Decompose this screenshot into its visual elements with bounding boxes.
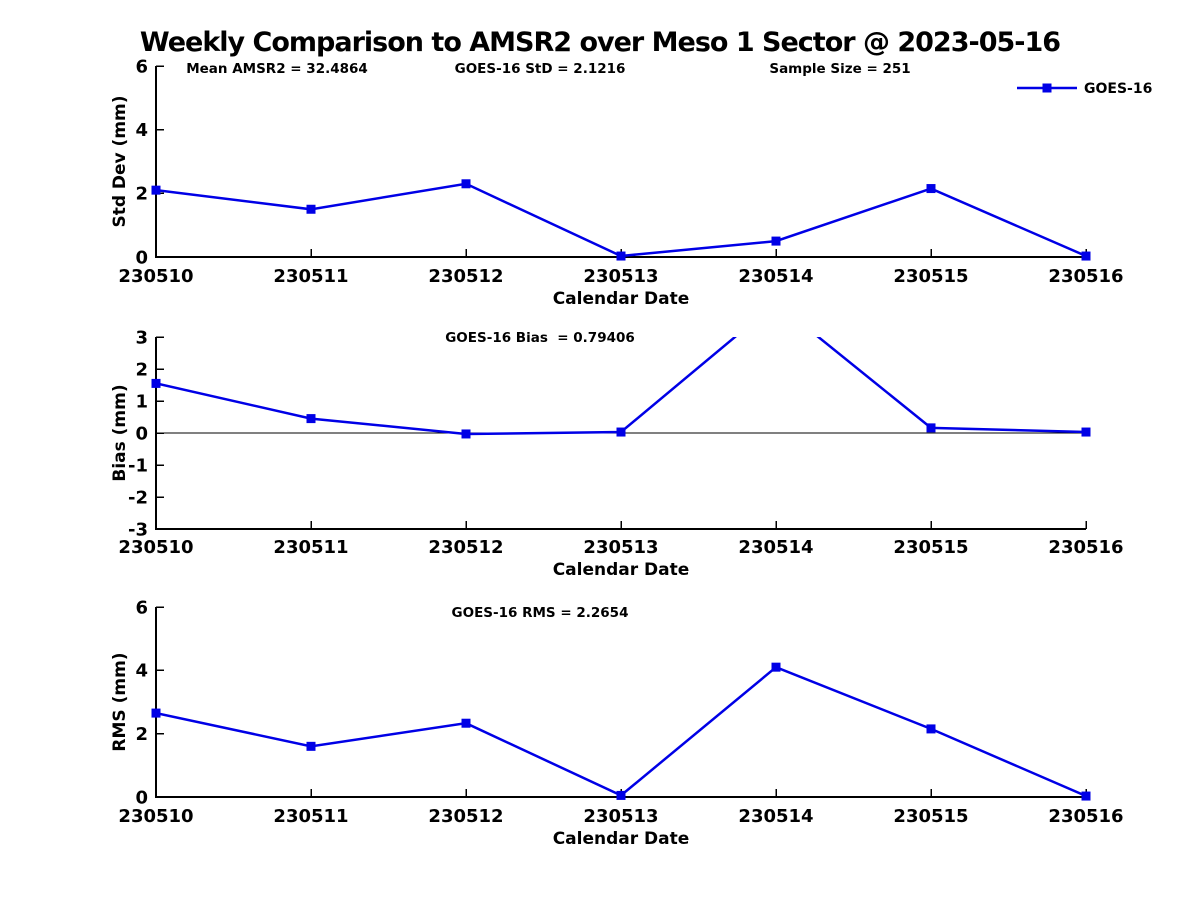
axis-title-x: Calendar Date bbox=[553, 560, 690, 580]
data-point-marker bbox=[1081, 427, 1091, 437]
y-tick-label: -1 bbox=[128, 455, 148, 476]
legend-marker-icon bbox=[1042, 83, 1052, 93]
axes-spines bbox=[155, 607, 1086, 798]
axis-title-y: Std Dev (mm) bbox=[110, 95, 130, 227]
data-point-marker bbox=[151, 185, 161, 195]
data-point-marker bbox=[151, 708, 161, 718]
axis-title-y: Bias (mm) bbox=[110, 384, 130, 481]
axis-title-x: Calendar Date bbox=[553, 289, 690, 309]
annotation: GOES-16 StD = 2.1216 bbox=[455, 61, 626, 77]
axis-title-x: Calendar Date bbox=[553, 829, 690, 849]
x-tick-label: 230513 bbox=[583, 266, 658, 287]
x-tick-label: 230514 bbox=[738, 806, 813, 827]
y-tick-label: -2 bbox=[128, 487, 148, 508]
x-tick-label: 230513 bbox=[583, 806, 658, 827]
y-tick-label: 2 bbox=[135, 184, 148, 205]
x-tick-label: 230516 bbox=[1048, 266, 1123, 287]
x-tick-label: 230515 bbox=[893, 537, 968, 558]
x-tick-label: 230511 bbox=[273, 266, 348, 287]
x-tick-label: 230511 bbox=[273, 806, 348, 827]
x-tick-label: 230512 bbox=[428, 537, 503, 558]
figure-title: Weekly Comparison to AMSR2 over Meso 1 S… bbox=[139, 27, 1061, 58]
y-tick-label: 6 bbox=[135, 597, 148, 618]
x-tick-label: 230514 bbox=[738, 537, 813, 558]
series-line bbox=[156, 182, 1086, 257]
annotation: GOES-16 Bias = 0.79406 bbox=[445, 330, 635, 346]
y-tick-label: 0 bbox=[135, 423, 148, 444]
data-point-marker bbox=[616, 251, 626, 261]
data-point-marker bbox=[306, 204, 316, 214]
y-tick-label: -3 bbox=[128, 519, 148, 540]
x-tick-label: 230516 bbox=[1048, 806, 1123, 827]
data-point-marker bbox=[1081, 251, 1091, 261]
axes-spines bbox=[155, 66, 1086, 258]
x-tick-label: 230514 bbox=[738, 266, 813, 287]
x-tick-label: 230516 bbox=[1048, 537, 1123, 558]
data-point-marker bbox=[306, 741, 316, 751]
annotation: GOES-16 RMS = 2.2654 bbox=[452, 605, 629, 621]
chart-rms: 230510 230511 230512 230513 230514 230515 2305… bbox=[110, 597, 1124, 849]
chart-bias: 230510 230511 230512 230513 230514 230515 2305… bbox=[110, 327, 1124, 580]
legend: GOES-16 bbox=[1017, 81, 1152, 97]
data-point-marker bbox=[771, 236, 781, 246]
x-tick-label: 230512 bbox=[428, 806, 503, 827]
data-point-marker bbox=[926, 724, 936, 734]
data-point-marker bbox=[771, 662, 781, 672]
axis-title-y: RMS (mm) bbox=[110, 652, 130, 751]
y-tick-label: 1 bbox=[135, 391, 148, 412]
x-tick-label: 230511 bbox=[273, 537, 348, 558]
series-line bbox=[156, 337, 1086, 436]
y-tick-label: 3 bbox=[135, 327, 148, 348]
x-tick-label: 230510 bbox=[118, 537, 193, 558]
y-tick-label: 0 bbox=[135, 247, 148, 268]
data-point-marker bbox=[616, 427, 626, 437]
x-tick-label: 230512 bbox=[428, 266, 503, 287]
y-tick-label: 2 bbox=[135, 359, 148, 380]
data-point-marker bbox=[461, 718, 471, 728]
data-point-marker bbox=[461, 179, 471, 189]
data-point-marker bbox=[616, 790, 626, 800]
x-tick-label: 230513 bbox=[583, 537, 658, 558]
y-tick-label: 4 bbox=[135, 661, 148, 682]
data-point-marker bbox=[926, 184, 936, 194]
series-line bbox=[156, 665, 1086, 797]
y-tick-label: 2 bbox=[135, 724, 148, 745]
annotation: Sample Size = 251 bbox=[769, 61, 910, 77]
x-tick-label: 230515 bbox=[893, 806, 968, 827]
x-tick-label: 230510 bbox=[118, 806, 193, 827]
y-tick-label: 6 bbox=[135, 56, 148, 77]
x-tick-label: 230510 bbox=[118, 266, 193, 287]
legend-label: GOES-16 bbox=[1084, 81, 1152, 97]
data-point-marker bbox=[306, 414, 316, 424]
y-tick-label: 4 bbox=[135, 120, 148, 141]
data-point-marker bbox=[1081, 791, 1091, 801]
x-tick-label: 230515 bbox=[893, 266, 968, 287]
data-point-marker bbox=[926, 423, 936, 433]
data-point-marker bbox=[151, 378, 161, 388]
data-point-marker bbox=[461, 429, 471, 439]
y-tick-label: 0 bbox=[135, 787, 148, 808]
annotation: Mean AMSR2 = 32.4864 bbox=[186, 61, 368, 77]
chart-std-dev: 230510 230511 230512 230513 230514 230515 2305… bbox=[110, 56, 1152, 309]
